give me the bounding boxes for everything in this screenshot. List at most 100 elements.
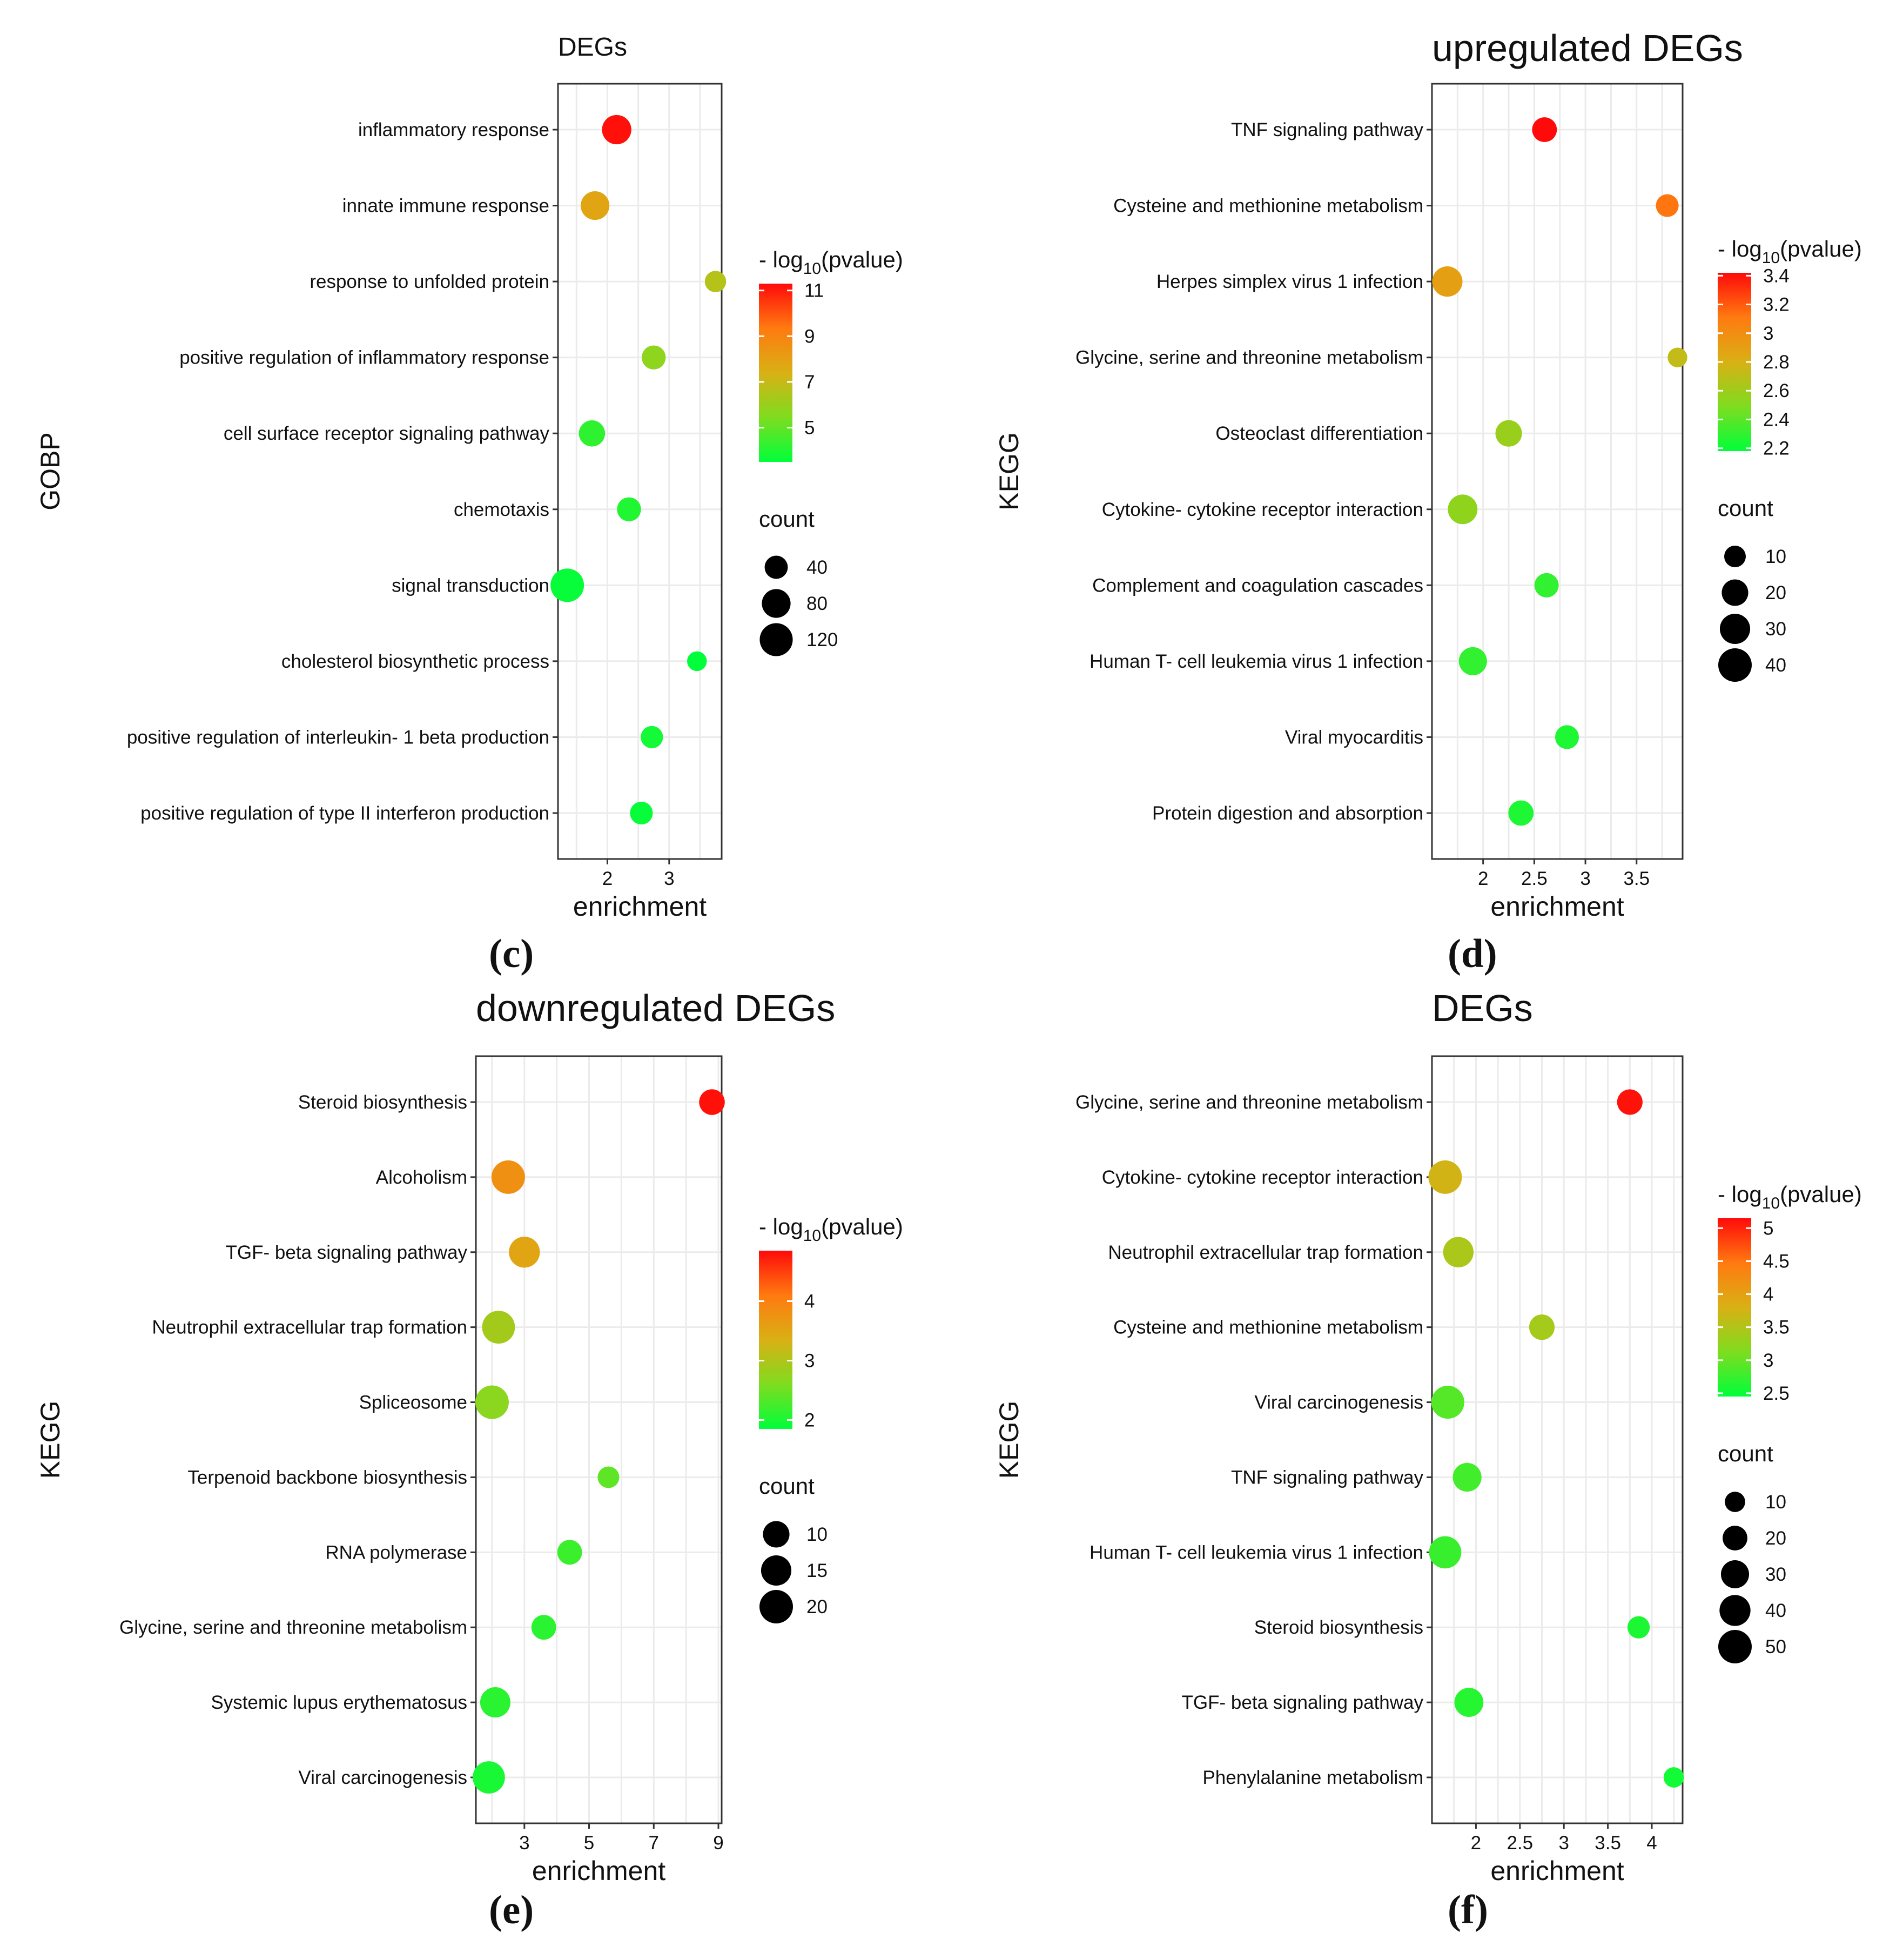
data-point [531, 1615, 556, 1640]
panel-label: (d) [1448, 931, 1497, 976]
y-tick-label: Neutrophil extracellular trap formation [152, 1317, 467, 1338]
data-point [1443, 1237, 1474, 1267]
color-legend-tick-label: 9 [804, 326, 815, 347]
x-tick-label: 2 [1478, 868, 1488, 889]
y-tick-label: Cytokine- cytokine receptor interaction [1102, 499, 1423, 520]
panel-label: (f) [1448, 1888, 1488, 1932]
y-tick-label: cholesterol biosynthetic process [281, 651, 549, 672]
size-legend-circle [764, 555, 788, 579]
size-legend-circle [1719, 613, 1751, 645]
y-tick-label: innate immune response [342, 196, 549, 217]
size-legend-label: 10 [1765, 1492, 1786, 1513]
color-legend-title: - log10(pvalue) [1718, 1182, 1862, 1212]
data-point [1555, 725, 1579, 749]
x-tick-label: 3 [1558, 1833, 1569, 1854]
chart-panel-f: DEGs Glycine, serine and threonine metabo… [994, 987, 1862, 1932]
y-tick-label: Phenylalanine metabolism [1202, 1767, 1423, 1788]
y-tick-label: chemotaxis [454, 499, 549, 520]
data-point [1508, 800, 1534, 826]
data-point [1448, 494, 1478, 525]
x-tick-label: 9 [713, 1833, 723, 1854]
y-tick-label: positive regulation of type II interfero… [140, 803, 549, 824]
color-legend-bar [1718, 1218, 1751, 1397]
color-legend-title: - log10(pvalue) [1718, 236, 1862, 267]
data-point [1667, 347, 1687, 367]
x-tick-label: 7 [649, 1833, 659, 1854]
data-point [641, 726, 663, 749]
y-tick-label: Glycine, serine and threonine metabolism [1075, 1092, 1423, 1113]
size-legend-circle [1724, 546, 1746, 567]
data-point [1452, 1462, 1482, 1492]
y-tick-label: Glycine, serine and threonine metabolism [119, 1617, 467, 1638]
size-legend-circle [1718, 1630, 1752, 1663]
size-legend-title: count [759, 1473, 815, 1499]
y-tick-label: positive regulation of inflammatory resp… [179, 347, 549, 368]
data-point [1663, 1767, 1684, 1788]
y-axis-label: KEGG [35, 1401, 65, 1479]
color-legend-tick-label: 3.2 [1763, 294, 1790, 316]
y-tick-label: RNA polymerase [325, 1542, 467, 1563]
size-legend-circle [1723, 1526, 1747, 1550]
y-tick-label: Terpenoid backbone biosynthesis [187, 1467, 467, 1488]
x-tick-label: 2 [1471, 1833, 1481, 1854]
data-point [704, 271, 727, 292]
x-tick-label: 2.5 [1507, 1833, 1533, 1854]
color-legend-tick-label: 4 [1763, 1284, 1773, 1305]
size-legend-circle [1719, 1595, 1751, 1626]
x-axis-label: enrichment [1490, 891, 1624, 922]
plot-background [1432, 84, 1683, 859]
data-point [557, 1540, 582, 1565]
color-legend-bar [759, 1251, 792, 1429]
y-tick-label: Human T- cell leukemia virus 1 infection [1090, 651, 1423, 672]
data-point [630, 801, 653, 825]
data-point [1454, 1688, 1484, 1717]
data-point [1617, 1089, 1643, 1115]
y-tick-label: Human T- cell leukemia virus 1 infection [1090, 1542, 1423, 1563]
color-legend-tick-label: 3.4 [1763, 265, 1790, 286]
y-tick-label: Cysteine and methionine metabolism [1113, 196, 1423, 217]
plot-border [475, 1055, 723, 1824]
y-tick-label: Viral carcinogenesis [1254, 1392, 1423, 1413]
size-legend-label: 30 [1765, 1564, 1786, 1585]
size-legend-label: 120 [806, 629, 838, 650]
y-axis-label: KEGG [994, 432, 1024, 510]
x-tick-label: 4 [1646, 1833, 1657, 1854]
data-point [1458, 647, 1487, 675]
data-point [1495, 420, 1522, 447]
data-point [1432, 266, 1463, 297]
chart-title: upregulated DEGs [1432, 27, 1743, 69]
y-tick-label: Viral myocarditis [1285, 727, 1423, 748]
x-tick-label: 3 [1580, 868, 1590, 889]
color-legend-tick-label: 2.8 [1763, 352, 1790, 373]
size-legend-circle [763, 1521, 790, 1548]
y-axis-label: KEGG [994, 1401, 1024, 1479]
y-tick-label: Cytokine- cytokine receptor interaction [1102, 1167, 1423, 1188]
data-point [581, 191, 610, 220]
y-tick-label: Osteoclast differentiation [1215, 423, 1423, 444]
y-tick-label: Steroid biosynthesis [298, 1092, 467, 1113]
color-legend-tick-label: 7 [804, 372, 815, 393]
data-point [617, 497, 641, 521]
panel-label: (e) [489, 1888, 534, 1932]
x-tick-label: 3 [664, 868, 674, 889]
data-point [550, 568, 584, 602]
x-tick-label: 2.5 [1521, 868, 1548, 889]
color-legend-tick-label: 2.4 [1763, 409, 1790, 430]
size-legend-title: count [759, 506, 815, 532]
y-tick-label: Complement and coagulation cascades [1092, 575, 1423, 596]
y-tick-label: positive regulation of interleukin- 1 be… [127, 727, 549, 748]
y-tick-label: TGF- beta signaling pathway [1182, 1692, 1424, 1713]
y-tick-label: cell surface receptor signaling pathway [224, 423, 550, 444]
x-tick-label: 3.5 [1623, 868, 1650, 889]
data-point [480, 1687, 510, 1718]
y-tick-label: Steroid biosynthesis [1254, 1617, 1423, 1638]
data-point [642, 345, 666, 370]
color-legend-tick-label: 4 [804, 1291, 815, 1312]
size-legend-circle [1718, 648, 1752, 682]
data-point [597, 1466, 620, 1488]
data-point [509, 1237, 540, 1268]
y-tick-label: Cysteine and methionine metabolism [1113, 1317, 1423, 1338]
y-tick-label: Herpes simplex virus 1 infection [1156, 271, 1423, 292]
y-tick-label: Spliceosome [359, 1392, 467, 1413]
